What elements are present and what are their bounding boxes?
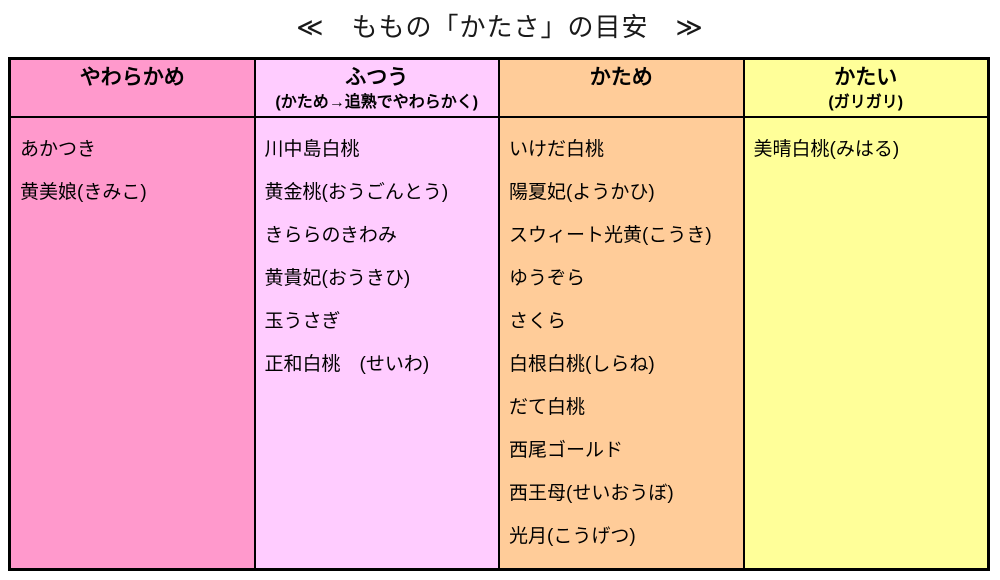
column-header: やわらかめ xyxy=(11,60,254,118)
column-header-label: ふつう xyxy=(345,66,409,89)
table-column-2: ふつう (かため→追熟でやわらかく) 川中島白桃黄金桃(おうごんとう) きららのき… xyxy=(255,60,500,568)
peach-variety: だて白桃 xyxy=(509,397,586,418)
peach-variety: 黄美娘(きみこ) xyxy=(20,182,147,203)
column-header-subtitle: (ガリガリ) xyxy=(828,94,904,111)
column-header-subtitle: (かため→追熟でやわらかく) xyxy=(275,94,479,111)
peach-variety: 美晴白桃(みはる) xyxy=(753,139,900,160)
peach-variety: きららのきわみ xyxy=(264,225,397,246)
column-item-list: いけだ白桃陽夏妃(ようかひ) スウィート光黄(こうき) ゆうぞらさくら白根白桃(しら… xyxy=(500,118,743,568)
peach-variety: 西尾ゴールド xyxy=(509,440,624,461)
column-header: かため xyxy=(500,60,743,118)
column-header: ふつう (かため→追熟でやわらかく) xyxy=(255,60,498,118)
table-column-3: かため いけだ白桃陽夏妃(ようかひ) スウィート光黄(こうき) ゆうぞらさくら白根白… xyxy=(500,60,745,568)
peach-variety: 光月(こうげつ) xyxy=(509,526,636,547)
column-item-list: 川中島白桃黄金桃(おうごんとう) きららのきわみ 黄貴妃(おうきひ) 玉うさぎ正和白桃… xyxy=(256,118,499,568)
peach-firmness-table: やわらかめ あかつき黄美娘(きみこ) ふつう (かため→追熟でやわらかく) 川中… xyxy=(8,57,990,571)
column-header-label: かたい xyxy=(834,66,898,89)
peach-variety: 白根白桃(しらね) xyxy=(509,354,655,375)
peach-variety: あかつき xyxy=(20,139,97,160)
peach-variety: 川中島白桃 xyxy=(264,139,360,160)
table-column-4: かたい (ガリガリ) 美晴白桃(みはる) xyxy=(744,60,988,568)
peach-variety: スウィート光黄(こうき) xyxy=(509,225,712,246)
page-title: ≪ ももの「かたさ」の目安 ≫ xyxy=(296,12,704,42)
column-header-label: やわらかめ xyxy=(79,66,185,89)
column-item-list: 美晴白桃(みはる) xyxy=(745,118,988,568)
peach-variety: さくら xyxy=(509,311,567,332)
table-column-1: やわらかめ あかつき黄美娘(きみこ) xyxy=(11,60,256,568)
peach-variety: 黄貴妃(おうきひ) xyxy=(264,268,411,289)
peach-variety: 西王母(せいおうぼ) xyxy=(509,483,674,504)
column-item-list: あかつき黄美娘(きみこ) xyxy=(11,118,254,568)
column-header: かたい (ガリガリ) xyxy=(744,60,987,118)
peach-variety: 玉うさぎ xyxy=(264,311,341,332)
column-header-label: かため xyxy=(589,66,653,89)
peach-variety: いけだ白桃 xyxy=(509,139,605,160)
peach-variety: 正和白桃 (せいわ) xyxy=(264,354,430,375)
peach-variety: ゆうぞら xyxy=(509,268,586,289)
peach-variety: 黄金桃(おうごんとう) xyxy=(264,182,449,203)
peach-variety: 陽夏妃(ようかひ) xyxy=(509,182,655,203)
